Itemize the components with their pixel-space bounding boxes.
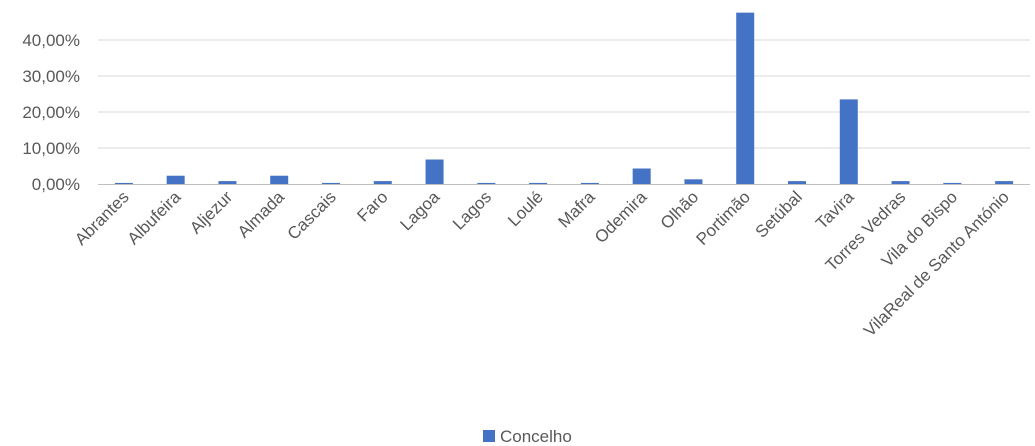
x-tick-label-loule: Loulé: [504, 187, 547, 230]
bar-aljezur: [218, 181, 237, 184]
x-tick-label-tavira: Tavira: [812, 187, 858, 233]
bar-abrantes: [114, 182, 133, 184]
bar-odemira: [632, 168, 651, 184]
x-tick-label-aljezur: Aljezur: [186, 187, 236, 237]
bar-portimao: [736, 12, 755, 185]
bar-almada: [270, 175, 289, 184]
bar-cascais: [322, 182, 340, 184]
bar-torres-vedras: [891, 181, 910, 184]
x-tick-label-olhao: Olhão: [657, 187, 703, 233]
bar-setubal: [788, 181, 806, 184]
bar-vila-do-bispo: [943, 182, 962, 184]
bar-tavira: [839, 99, 858, 184]
x-tick-label-albufeira: Albufeira: [124, 187, 185, 248]
legend-label-concelho: Concelho: [500, 427, 572, 446]
y-tick-label-10: 10,00%: [22, 139, 80, 158]
bar-loule: [529, 182, 548, 184]
bar-lagos: [477, 182, 496, 184]
x-tick-label-cascais: Cascais: [284, 187, 340, 243]
x-tick-label-portimao: Portimão: [693, 187, 755, 249]
bar-vilareal-de-santo-antonio: [995, 181, 1014, 184]
x-tick-label-faro: Faro: [353, 187, 391, 225]
y-tick-label-30: 30,00%: [22, 67, 80, 86]
x-tick-label-odemira: Odemira: [591, 187, 651, 247]
y-tick-label-20: 20,00%: [22, 103, 80, 122]
y-tick-label-0: 0,00%: [32, 175, 80, 194]
bars: [114, 12, 1014, 185]
bar-lagoa: [425, 159, 444, 184]
gridlines: [98, 39, 1030, 149]
x-tick-label-mafra: Mafra: [555, 187, 600, 232]
legend-swatch-concelho: [483, 430, 495, 442]
x-tick-label-lagoa: Lagoa: [397, 187, 444, 234]
legend: Concelho: [483, 427, 572, 446]
bar-mafra: [580, 182, 599, 184]
y-tick-label-40: 40,00%: [22, 31, 80, 50]
y-axis-tick-labels: 0,00% 10,00% 20,00% 30,00% 40,00%: [22, 31, 80, 194]
bar-olhao: [684, 179, 703, 184]
bar-faro: [373, 181, 392, 184]
bar-albufeira: [166, 175, 185, 184]
x-tick-label-abrantes: Abrantes: [71, 187, 133, 249]
x-tick-label-setubal: Setúbal: [752, 187, 806, 241]
x-tick-label-lagos: Lagos: [449, 187, 495, 233]
x-tick-label-almada: Almada: [234, 187, 289, 242]
